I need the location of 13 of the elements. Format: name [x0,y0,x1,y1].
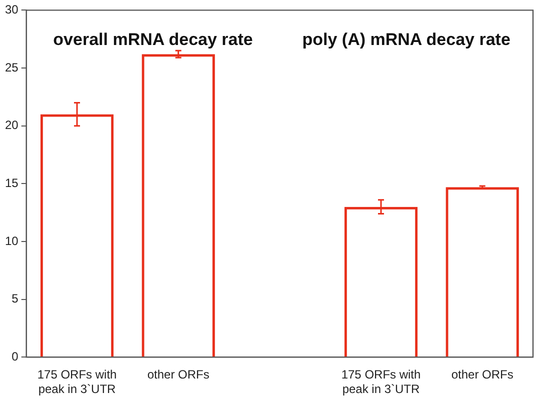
annotation: poly (A) mRNA decay rate [302,30,510,49]
x-tick-label: other ORFs [451,368,514,382]
annotation: overall mRNA decay rate [53,30,253,49]
y-tick-label: 0 [12,350,19,364]
y-tick-label: 15 [4,176,19,190]
x-tick-label: 175 ORFs with peak in 3`UTR [37,368,117,396]
y-tick-label: 5 [12,292,19,306]
x-tick-label: other ORFs [147,368,210,382]
y-tick-label: 10 [4,234,19,248]
y-tick-label: 25 [4,60,19,74]
y-tick-label: 20 [4,118,19,132]
y-tick-label: 30 [4,2,19,17]
x-tick-label: 175 ORFs with peak in 3`UTR [341,368,421,396]
